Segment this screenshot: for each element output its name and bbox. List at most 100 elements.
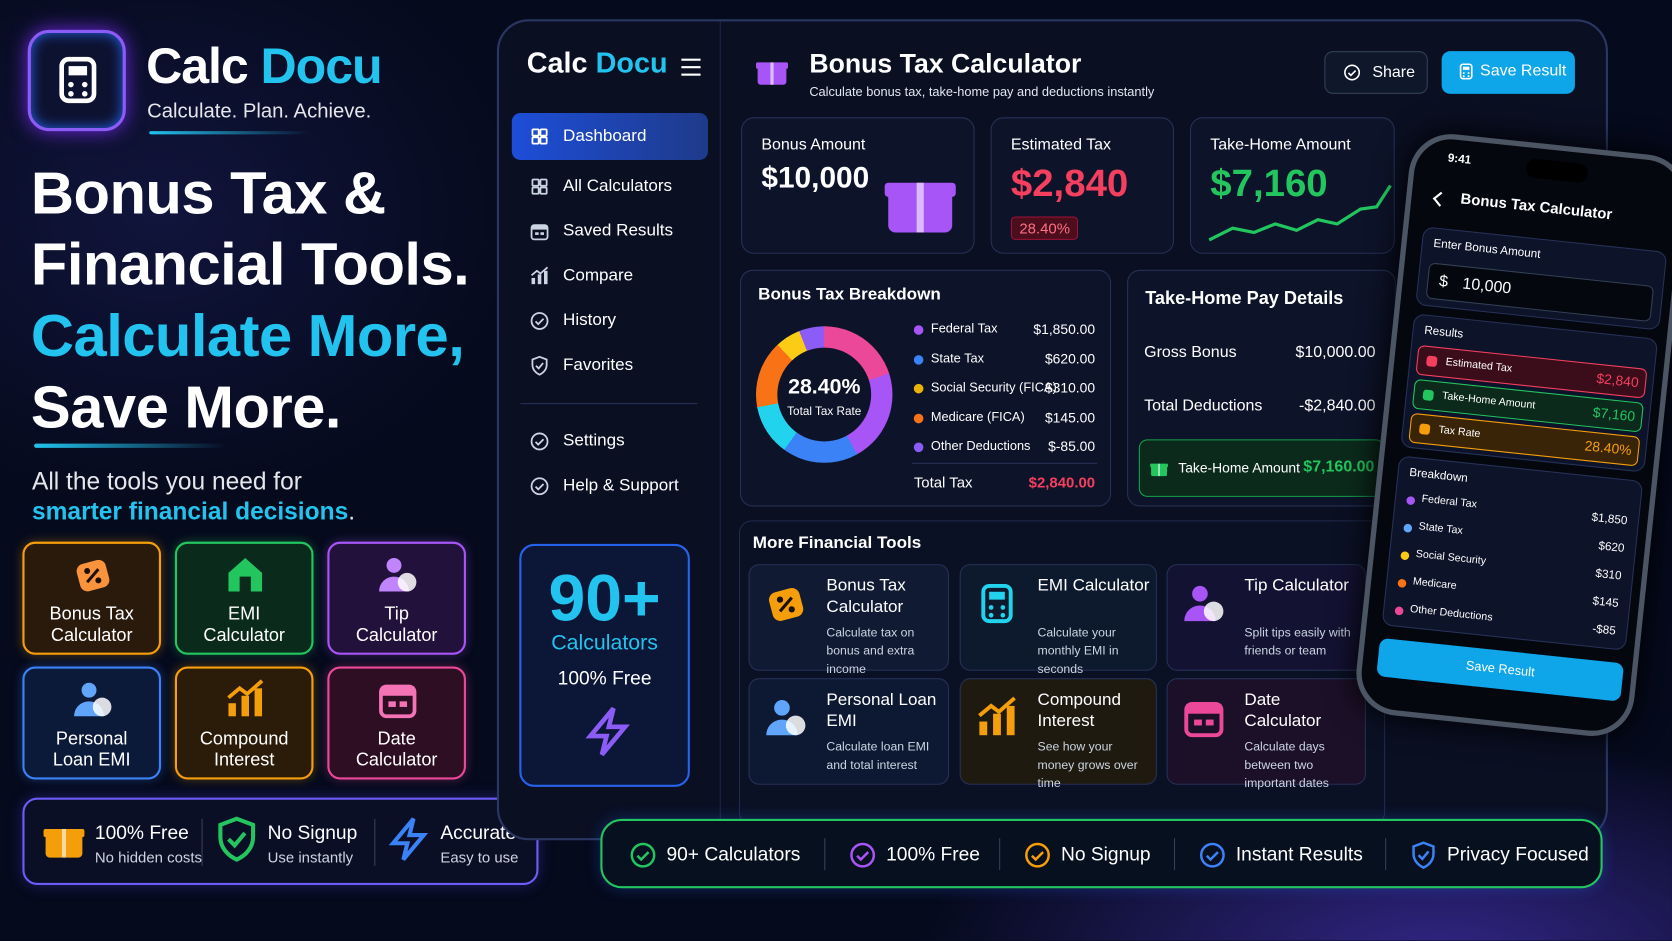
icon-shape [531,225,548,230]
menu-item-label: Settings [563,431,625,450]
icon [981,583,1013,624]
legend-value: $145.00 [1044,408,1096,425]
tool-tile-label: Bonus Tax [49,603,134,624]
icon-shape [530,266,549,276]
save-button[interactable]: Save Result [1441,51,1575,94]
promo-label: Calculators [551,631,658,655]
legend-label: Social Security (FICA) [930,379,1057,395]
phone-input-label: Enter Bonus Amount [1432,237,1542,262]
phone-result-value: 28.40% [1583,437,1633,459]
menu-divider [520,403,698,405]
phone-result-value: $2,840 [1595,370,1640,391]
icon-shape [981,583,1013,624]
icon-shape [1462,66,1470,70]
donut-value: 28.40% [788,375,861,399]
more-tool-text: Calculate tax on bonus and extra income [826,626,915,677]
phone-time: 9:41 [1447,151,1472,167]
menu-item[interactable]: Help & Support [512,465,708,508]
icon [766,700,806,736]
legend-label: State Tax [930,350,984,366]
details-highlight-value: $7,160.00 [1303,457,1375,476]
phone-breakdown-dot [1403,523,1413,533]
donut [756,326,893,463]
icon-shape [916,182,924,233]
tool-tile-label: Tip [384,603,409,624]
icon [379,684,417,719]
more-tool-title: EMI Calculator [1037,576,1150,595]
icon [978,696,1016,736]
icon [379,557,417,592]
details-highlight-label: Take-Home Amount [1178,459,1301,476]
icon [388,817,429,861]
badge-divider [999,838,1001,871]
tool-tile-label: Compound [199,728,289,749]
more-tool-card[interactable]: Compound Interest See how your money grow… [959,678,1157,790]
icon-shape [1186,703,1222,714]
phone-breakdown-dot [1400,551,1410,561]
hero-subtitle-highlight: smarter financial decisions [31,496,349,525]
total-value: $2,840.00 [1028,473,1096,491]
donut-hole [777,347,872,442]
icon-shape [68,81,74,88]
more-tool-card[interactable]: EMI Calculator Calculate your monthly EMI… [959,564,1157,676]
tool-tile-label: Calculator [50,624,133,646]
tool-tile[interactable]: EMI Calculator [174,541,314,655]
more-tool-card[interactable]: Bonus Tax Calculator Calculate tax on bon… [748,564,950,676]
trend-path [1208,184,1392,242]
icon-shape [636,851,650,862]
icon-shape [399,701,408,707]
phone-back [1432,191,1448,207]
perk-text: Easy to use [440,848,519,866]
menu-item[interactable]: Favorites [512,342,708,389]
menu-item[interactable]: Saved Results [512,208,708,255]
icon-shape [539,186,548,195]
logo [27,29,126,132]
more-tool-card[interactable]: Tip Calculator Split tips easily with fri… [1166,564,1366,671]
menu-item-label: Dashboard [563,126,647,146]
menu-item-label: Help & Support [563,476,679,495]
menu-item[interactable]: Dashboard [511,113,709,160]
icon [1025,842,1050,868]
icon [756,62,788,85]
more-tool-card[interactable]: Personal Loan EMI Calculate loan EMI and … [748,678,950,785]
tool-tile-label: Calculator [355,749,438,770]
phone-title: Bonus Tax Calculator [1459,189,1614,223]
icon-shape [380,686,415,696]
hero-underline [34,443,227,448]
more-tool-title: Compound Interest [1037,690,1121,731]
icon-shape [531,186,540,195]
icon-shape [1000,612,1006,618]
share-button[interactable]: Share [1324,51,1428,94]
icon-shape [539,128,548,137]
icon-shape [543,270,548,285]
phone-results-card: Results Estimated Tax $2,840 Take-Home Amou… [1400,313,1659,473]
tool-tile[interactable]: Bonus Tax Calculator [22,541,162,655]
menu-item[interactable]: History [512,297,708,344]
phone-breakdown-label: Other Deductions [1409,603,1494,624]
brand-name: Calc Docu [146,36,383,95]
icon-shape [1192,585,1208,602]
menu-item[interactable]: All Calculators [512,163,708,210]
icon-shape [84,568,91,574]
more-tool-card[interactable]: Date Calculator Calculate days between tw… [1166,678,1366,790]
stat-label: Estimated Tax [1010,135,1112,154]
details-row-value: $10,000.00 [1295,343,1376,362]
perk-title: 100% Free [94,822,189,844]
tool-tile[interactable]: Date Calculator [327,666,466,780]
breakdown-panel: Bonus Tax Breakdown 28.40% Total Tax Rate F… [740,269,1112,507]
phone-breakdown-dot [1397,578,1407,588]
menu-item[interactable]: Compare [512,253,708,300]
phone-breakdown-value: $1,850 [1590,511,1628,528]
phone-save-button[interactable]: Save Result [1376,637,1625,702]
phone-breakdown-label: State Tax [1418,520,1464,538]
more-tool-title: Tip Calculator [1244,576,1349,595]
icon-shape [989,591,1005,600]
phone-input[interactable]: $10,000 [1425,262,1655,323]
icon-shape [630,842,656,868]
menu-item[interactable]: Settings [512,420,708,463]
tool-tile[interactable]: Tip Calculator [327,541,466,655]
tool-tile[interactable]: Personal Loan EMI [22,666,162,780]
perk-divider [201,818,203,866]
icon-shape [531,277,536,285]
tool-tile[interactable]: Compound Interest [174,666,314,780]
